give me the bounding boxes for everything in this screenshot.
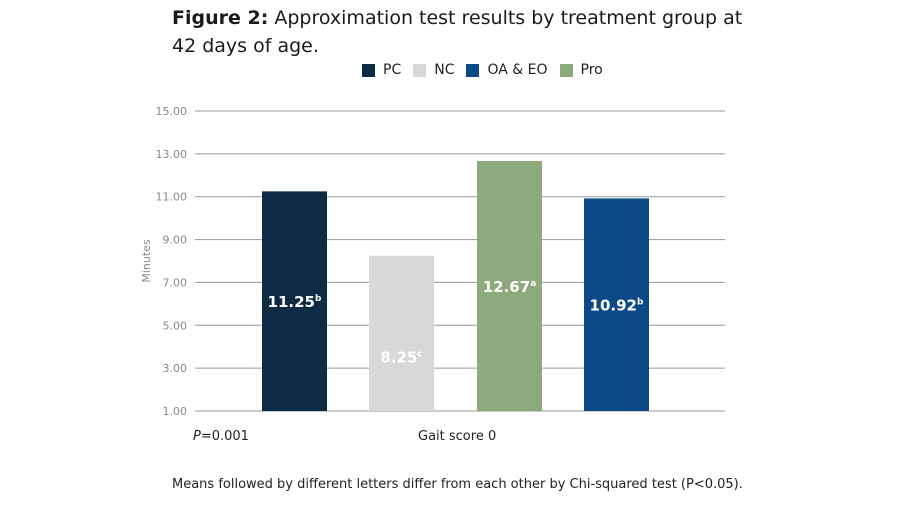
legend-label: Pro bbox=[580, 62, 603, 78]
data-label-value: 10.92 bbox=[590, 297, 637, 315]
legend-swatch bbox=[466, 63, 480, 77]
figure-label: Figure 2: bbox=[172, 7, 269, 29]
y-tick-label: 15.00 bbox=[156, 105, 188, 118]
figure-title-text: Approximation test results by treatment … bbox=[172, 7, 743, 57]
legend-item: Pro bbox=[559, 62, 603, 78]
data-label-oa-eo: 10.92b bbox=[590, 297, 644, 315]
bar-pro bbox=[477, 160, 542, 411]
x-axis-label: Gait score 0 bbox=[418, 429, 497, 444]
legend-item: OA & EO bbox=[466, 62, 548, 78]
p-value-letter: P bbox=[193, 429, 201, 444]
footnote: Means followed by different letters diff… bbox=[172, 477, 743, 492]
y-tick-label: 13.00 bbox=[156, 148, 188, 161]
legend-swatch bbox=[559, 63, 573, 77]
bar-pc bbox=[262, 191, 327, 411]
significance-letter: c bbox=[417, 349, 422, 359]
data-label-pro: 12.67a bbox=[483, 278, 537, 296]
figure-title: Figure 2: Approximation test results by … bbox=[172, 4, 752, 60]
y-tick-label: 3.00 bbox=[163, 362, 188, 375]
chart-legend: PC NC OA & EO Pro bbox=[362, 62, 615, 78]
y-tick-label: 1.00 bbox=[163, 405, 188, 418]
data-label-pc: 11.25b bbox=[268, 293, 322, 311]
legend-item: PC bbox=[362, 62, 401, 78]
p-value-number: =0.001 bbox=[200, 429, 249, 444]
legend-swatch bbox=[413, 63, 427, 77]
significance-letter: b bbox=[315, 294, 322, 304]
bar-nc bbox=[369, 255, 434, 411]
p-value: P=0.001 bbox=[193, 429, 249, 444]
significance-letter: b bbox=[637, 298, 644, 308]
y-axis-label: Minutes bbox=[140, 239, 153, 283]
legend-item: NC bbox=[413, 62, 454, 78]
y-tick-label: 11.00 bbox=[156, 191, 188, 204]
data-label-value: 12.67 bbox=[483, 278, 530, 296]
legend-label: OA & EO bbox=[487, 62, 548, 78]
data-label-nc: 8.25c bbox=[380, 348, 422, 366]
significance-letter: a bbox=[530, 279, 536, 289]
y-tick-label: 5.00 bbox=[163, 319, 188, 332]
legend-swatch bbox=[362, 63, 375, 77]
data-label-value: 11.25 bbox=[268, 293, 315, 311]
data-label-value: 8.25 bbox=[380, 348, 417, 366]
bar-oa-eo bbox=[584, 198, 649, 411]
y-tick-label: 9.00 bbox=[163, 234, 188, 247]
y-tick-label: 7.00 bbox=[163, 276, 188, 289]
legend-label: NC bbox=[434, 62, 455, 78]
legend-label: PC bbox=[383, 62, 402, 78]
